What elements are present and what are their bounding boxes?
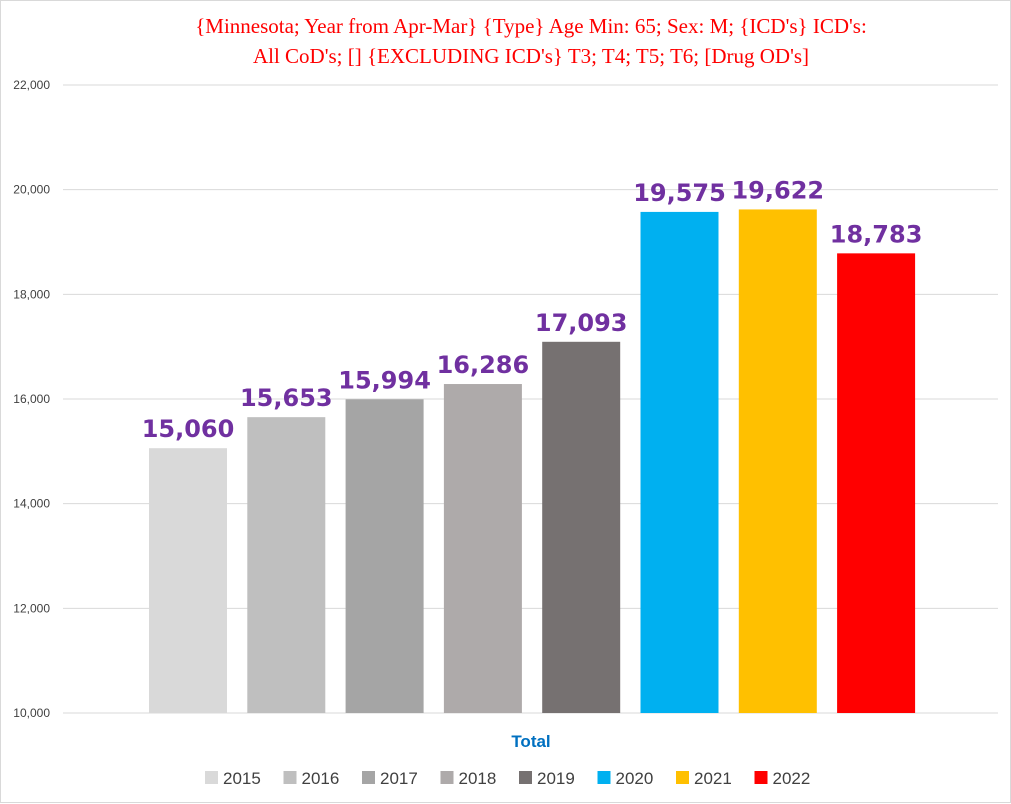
- legend-swatch-2022: [754, 771, 768, 784]
- data-label-2018: 16,286: [437, 351, 530, 379]
- bar-2015: [149, 448, 227, 713]
- data-label-2020: 19,575: [633, 179, 726, 207]
- bar-2020: [640, 211, 719, 714]
- y-tick-label: 22,000: [13, 78, 50, 92]
- bar-2021: [738, 209, 817, 713]
- legend-swatch-2019: [519, 771, 532, 784]
- y-tick-label: 18,000: [13, 287, 50, 301]
- legend-label-2018: 2018: [459, 769, 497, 788]
- legend-swatch-2016: [283, 771, 297, 784]
- legend-label-2016: 2016: [302, 769, 340, 788]
- legend-label-2017: 2017: [380, 769, 418, 788]
- legend-swatch-2017: [362, 771, 375, 784]
- legend-swatch-2020: [597, 771, 611, 784]
- legend-swatch-2015: [205, 771, 218, 784]
- data-label-2016: 15,653: [240, 384, 333, 412]
- y-tick-label: 16,000: [13, 392, 50, 406]
- bar-2022: [837, 253, 916, 714]
- data-label-2021: 19,622: [731, 176, 824, 204]
- legend-label-2019: 2019: [537, 769, 575, 788]
- y-tick-label: 10,000: [13, 706, 50, 720]
- chart-title: {Minnesota; Year from Apr-Mar} {Type} Ag…: [195, 14, 867, 68]
- data-label-2022: 18,783: [830, 220, 923, 248]
- legend-label-2020: 2020: [616, 769, 654, 788]
- x-axis-label: Total: [511, 732, 550, 751]
- legend-label-2021: 2021: [694, 769, 732, 788]
- bar-2019: [542, 341, 621, 713]
- bar-2018: [443, 384, 522, 713]
- legend-label-2015: 2015: [223, 769, 261, 788]
- y-tick-label: 14,000: [13, 497, 50, 511]
- y-tick-label: 12,000: [13, 601, 50, 615]
- legend-label-2022: 2022: [773, 769, 811, 788]
- legend-swatch-2018: [440, 771, 454, 784]
- y-tick-label: 20,000: [13, 183, 50, 197]
- bar-2016: [247, 417, 326, 713]
- data-label-2019: 17,093: [535, 309, 628, 337]
- data-label-2017: 15,994: [338, 366, 431, 394]
- bar-2017: [345, 399, 424, 713]
- legend-swatch-2021: [676, 771, 689, 784]
- data-label-2015: 15,060: [142, 415, 235, 443]
